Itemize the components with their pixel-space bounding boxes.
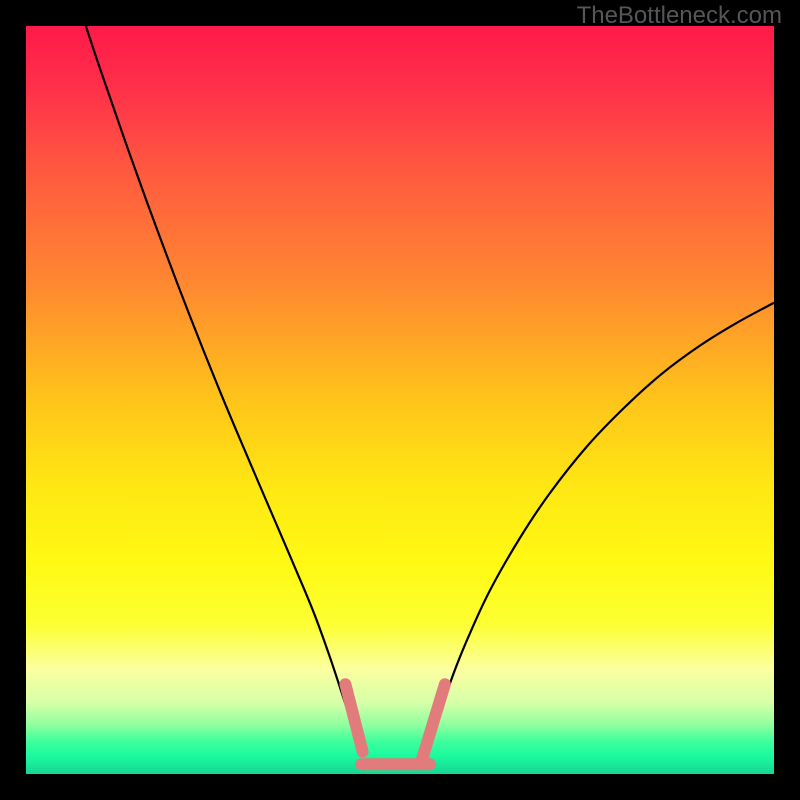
watermark-text: TheBottleneck.com xyxy=(577,2,782,29)
gradient-background xyxy=(26,26,774,774)
plot-svg xyxy=(26,26,774,774)
watermark: TheBottleneck.com xyxy=(577,2,782,30)
plot-area xyxy=(26,26,774,774)
